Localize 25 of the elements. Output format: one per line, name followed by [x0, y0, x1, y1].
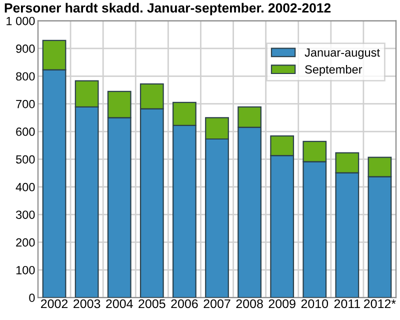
y-tick-label: 600 — [16, 128, 35, 136]
y-tick-label: 100 — [16, 266, 35, 274]
x-tick-label: 2008 — [236, 299, 263, 308]
legend-label: Januar-august — [304, 48, 380, 60]
y-tick-label: 400 — [16, 182, 35, 192]
y-tick-label: 700 — [16, 100, 35, 108]
x-tick-label: 2003 — [74, 299, 100, 308]
chart-title: Personer hardt skadd. Januar-september. 2002-2012 — [4, 2, 331, 16]
y-tick-label: 1 000 — [6, 16, 35, 26]
y-tick-label: 800 — [16, 72, 35, 81]
y-tick-label: 300 — [16, 210, 35, 219]
y-tick-label: 500 — [16, 155, 35, 164]
y-tick-label: 0 — [29, 294, 35, 302]
x-tick-label: 2011 — [334, 299, 360, 308]
legend-label: September — [305, 64, 362, 76]
x-tick-label: 2007 — [204, 299, 230, 308]
x-tick-label: 2006 — [171, 299, 198, 308]
x-tick-label: 2009 — [268, 299, 296, 308]
x-tick-label: 2005 — [138, 299, 166, 308]
x-tick-label: 2012* — [364, 299, 396, 308]
y-tick-label: 200 — [16, 238, 35, 247]
x-tick-label: 2002 — [41, 299, 68, 308]
x-tick-label: 2004 — [106, 299, 133, 308]
x-tick-label: 2010 — [301, 299, 328, 308]
y-tick-label: 900 — [16, 44, 35, 53]
